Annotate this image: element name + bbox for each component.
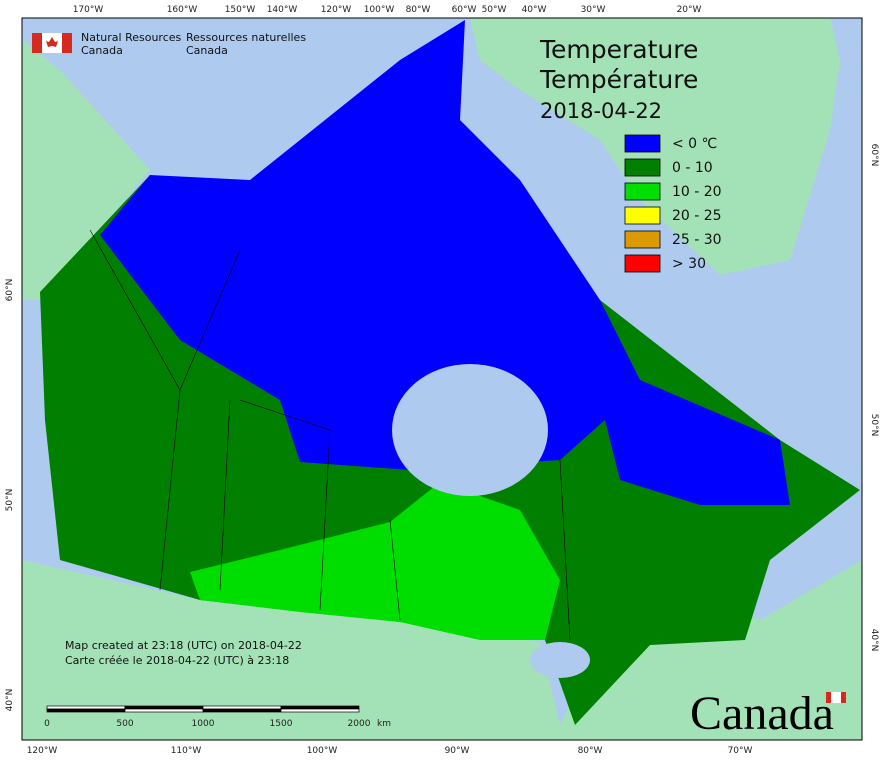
map-frame [21, 17, 863, 741]
frame-border [21, 17, 863, 741]
legend-label: > 30 [672, 256, 706, 272]
graticule-label: 120°W [321, 5, 352, 15]
agency-en: Canada [81, 44, 123, 57]
wordmark-flag [841, 692, 846, 703]
graticule-label: 90°W [445, 746, 470, 756]
graticule-labels: 170°W 160°W 150°W 140°W 120°W 100°W 80°W 60°W 50… [5, 5, 879, 756]
title-fr: Température [539, 65, 698, 94]
graticule-label: 100°W [307, 746, 338, 756]
zone-10-20 [190, 482, 560, 640]
flag-right [62, 33, 72, 53]
graticule-label: 170°W [73, 5, 104, 15]
scale-segment [46, 705, 126, 710]
scale-label: 0 [44, 719, 50, 729]
legend-swatch [624, 206, 661, 225]
maple-leaf [46, 37, 58, 47]
legend-swatch [624, 230, 661, 249]
graticule-label: 40°N [5, 689, 15, 712]
scale-segment [280, 705, 360, 710]
scale-label: 2000 [348, 719, 371, 729]
wordmark-flag [831, 692, 841, 703]
legend-swatch [624, 182, 661, 201]
usa-land [22, 560, 862, 740]
legend-label: 0 - 10 [672, 160, 713, 176]
legend-swatch [624, 158, 661, 177]
agency-fr: Ressources naturelles [186, 31, 306, 44]
graticule-label: 60°W [452, 5, 477, 15]
graticule-label: 60°N [5, 279, 15, 302]
graticule-label: 160°W [167, 5, 198, 15]
graticule-label: 60°N [869, 144, 879, 167]
title-date: 2018-04-22 [540, 99, 662, 123]
graticule-label: 20°W [677, 5, 702, 15]
graticule-label: 100°W [364, 5, 395, 15]
graticule-label: 140°W [267, 5, 298, 15]
scale-segment [280, 708, 360, 713]
agency-en: Natural Resources [81, 31, 182, 44]
scale-segment [124, 705, 204, 710]
nrcan-signature: Natural Resources Canada Ressources natu… [32, 31, 306, 57]
legend-swatch [624, 134, 661, 153]
graticule-label: 50°N [5, 489, 15, 512]
graticule-label: 30°W [581, 5, 606, 15]
graticule-label: 50°N [869, 414, 879, 437]
legend-swatch [624, 254, 661, 273]
graticule-label: 120°W [27, 746, 58, 756]
scale-unit: km [377, 719, 391, 729]
flag-left [32, 33, 42, 53]
province-borders [89, 229, 571, 641]
wordmark: Canada [690, 687, 834, 740]
footer-note: Map created at 23:18 (UTC) on 2018-04-22 [65, 639, 302, 652]
legend-label: 20 - 25 [672, 208, 722, 224]
footer-note: Carte créée le 2018-04-22 (UTC) à 23:18 [65, 654, 289, 667]
graticule-label: 40°N [869, 629, 879, 652]
hudson-bay [392, 364, 548, 496]
graticule-label: 80°W [406, 5, 431, 15]
graticule-label: 70°W [728, 746, 753, 756]
alaska-land [22, 40, 150, 300]
graticule-label: 80°W [578, 746, 603, 756]
scale-segment [202, 708, 282, 713]
scale-segment [202, 705, 282, 710]
scale-label: 1500 [270, 719, 293, 729]
wordmark-flag [826, 692, 831, 703]
graticule-label: 50°W [482, 5, 507, 15]
scale-label: 1000 [192, 719, 215, 729]
graticule-label: 40°W [522, 5, 547, 15]
agency-fr: Canada [186, 44, 228, 57]
legend-label: < 0 ℃ [672, 136, 717, 152]
scale-segment [124, 708, 204, 713]
legend-label: 25 - 30 [672, 232, 722, 248]
graticule-label: 150°W [225, 5, 256, 15]
great-lakes [530, 642, 590, 678]
legend-label: 10 - 20 [672, 184, 722, 200]
canada-wordmark: Canada [690, 687, 846, 740]
legend: < 0 ℃ 0 - 10 10 - 20 20 - 25 25 - 30 > 30 [624, 134, 722, 273]
scale-bar: 0 500 1000 1500 2000 km [44, 705, 391, 729]
scale-segment [46, 708, 126, 713]
title-en: Temperature [539, 35, 698, 64]
scale-label: 500 [116, 719, 133, 729]
graticule-label: 110°W [171, 746, 202, 756]
zone-below-0 [100, 20, 790, 505]
